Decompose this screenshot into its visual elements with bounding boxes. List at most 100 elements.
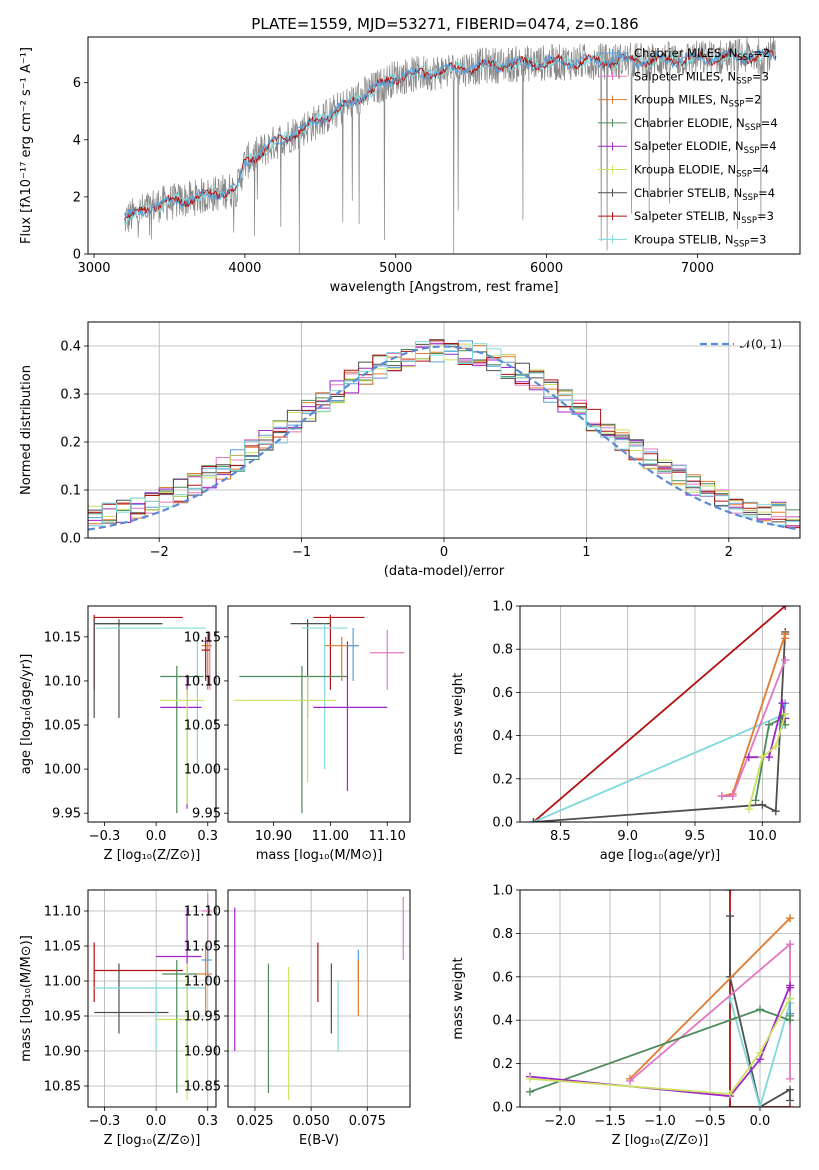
y-tick-label: 0.2: [492, 772, 513, 787]
y-tick-label: 10.00: [184, 763, 221, 778]
x-tick-label: −2: [150, 545, 169, 560]
legend-entry: Chabrier STELIB, NSSP=4: [634, 186, 775, 203]
legend-entry: Kroupa STELIB, NSSP=3: [634, 232, 766, 249]
x-tick-label: 0.3: [197, 829, 218, 844]
x-tick-label: 0.3: [197, 1114, 218, 1129]
y-tick-label: 10.10: [184, 674, 221, 689]
weight-marker: [786, 1011, 794, 1020]
weight-marker: [728, 792, 737, 801]
weight-marker: [786, 1074, 794, 1083]
errorbar-point: [160, 689, 204, 805]
axes-frame: [87, 889, 217, 1108]
weight-marker: [626, 1076, 634, 1085]
x-tick-label: 0.0: [750, 1114, 771, 1129]
y-tick-label: 11.00: [184, 975, 221, 990]
y-axis-label: age [log₁₀(age/yr)]: [19, 654, 34, 775]
weight-marker: [781, 656, 790, 664]
y-tick-label: 0.6: [492, 970, 513, 985]
grid-mass-vs-ebv: [228, 890, 410, 1107]
x-axis-label: (data-model)/error: [384, 564, 505, 579]
weight-marker: [771, 807, 780, 816]
axes-frame: [227, 605, 411, 823]
y-tick-label: 10.15: [184, 630, 221, 645]
y-tick-label: 10.90: [184, 1045, 221, 1060]
x-tick-label: 5000: [379, 261, 412, 276]
y-tick-label: 4: [73, 133, 81, 148]
weight-marker: [778, 699, 787, 708]
errorbar-point: [313, 614, 365, 690]
y-axis-label: mass [log₁₀(M/M⊙)]: [19, 935, 34, 1062]
y-tick-label: 1.0: [492, 884, 513, 899]
weight-marker: [726, 912, 734, 921]
weight-marker: [726, 890, 734, 894]
legend-entry: Kroupa MILES, NSSP=2: [634, 93, 761, 110]
y-tick-label: 9.95: [192, 807, 221, 822]
weight-marker: [717, 792, 726, 801]
y-tick-label: 0.0: [60, 532, 81, 547]
errorbar-point: [233, 676, 337, 783]
axes-age-vs-mass: 10.90 11.00 11.10 9.95 10.00 10.05 10.10 10.15 m…: [184, 605, 411, 863]
x-tick-label: 10.0: [748, 829, 777, 844]
weight-series-line: [532, 606, 786, 822]
x-axis-label: Z [log₁₀(Z/Z⊙)]: [104, 1133, 201, 1148]
x-tick-label: 9.5: [685, 829, 706, 844]
x-axis-label: mass [log₁₀(M/M⊙)]: [256, 848, 383, 863]
x-tick-label: 0.075: [349, 1114, 386, 1129]
axes-mass-vs-ebv: 0.025 0.050 0.075 10.85 10.90 10.95 11.00 11.05…: [184, 889, 411, 1148]
y-tick-label: 0: [73, 248, 81, 263]
grid-weight-vs-Z: [520, 889, 800, 1108]
y-tick-label: 0.8: [492, 643, 513, 658]
weight-marker: [756, 1005, 764, 1014]
x-tick-label: −2.0: [544, 1114, 576, 1129]
axes-frame: [87, 36, 801, 255]
x-tick-label: 0.0: [146, 829, 167, 844]
weight-series-line: [721, 633, 787, 797]
y-tick-label: 0.1: [60, 484, 81, 499]
weight-marker: [758, 800, 767, 809]
axes-frame: [519, 605, 801, 823]
y-tick-label: 0.3: [60, 388, 81, 403]
weight-marker: [771, 742, 780, 751]
axes-frame: [227, 889, 411, 1108]
errorbar-point: [160, 665, 204, 814]
errorbar-point: [94, 619, 163, 718]
errorbar-point: [96, 627, 206, 770]
weight-series-line: [747, 713, 787, 810]
x-tick-label: 2: [725, 545, 733, 560]
weight-series-line: [529, 998, 791, 1095]
errorbar-point: [93, 619, 163, 718]
weight-marker: [786, 914, 794, 923]
errorbar-point: [93, 614, 183, 690]
plot-area-weight-vs-Z: [526, 890, 794, 1107]
legend-entry: Chabrier MILES, NSSP=2: [634, 46, 770, 63]
weight-marker: [786, 1096, 794, 1105]
y-tick-label: 6: [73, 76, 81, 91]
y-axis-label: Normed distribution: [19, 365, 34, 495]
weight-marker: [786, 983, 794, 992]
errorbar-point: [301, 623, 348, 770]
y-tick-label: 10.10: [44, 674, 81, 689]
y-tick-label: 0.4: [492, 729, 513, 744]
y-tick-label: 10.95: [184, 1010, 221, 1025]
errorbar-point: [239, 665, 348, 814]
y-tick-label: 10.85: [184, 1080, 221, 1095]
axes-frame: [87, 605, 217, 823]
plot-area-residuals: [88, 339, 800, 531]
x-tick-label: −1: [292, 545, 311, 560]
weight-marker: [526, 1087, 534, 1096]
x-axis-label: Z [log₁₀(Z/Z⊙)]: [104, 848, 201, 863]
x-axis-label: wavelength [Angstrom, rest frame]: [330, 280, 559, 295]
plot-area-mass-vs-ebv: [234, 897, 404, 1100]
x-axis-label: Z [log₁₀(Z/Z⊙)]: [612, 1133, 709, 1148]
errorbar-point: [201, 636, 210, 681]
weight-marker: [751, 796, 760, 805]
legend-normal-label: 𝒩(0, 1): [740, 337, 782, 351]
errorbar-point: [162, 960, 198, 1093]
y-tick-label: 1.0: [492, 600, 513, 615]
y-tick-label: 10.95: [44, 1010, 81, 1025]
x-axis-label: E(B-V): [299, 1133, 339, 1148]
weight-marker: [786, 940, 794, 949]
axes-frame: [519, 889, 801, 1108]
weight-marker: [726, 1089, 734, 1098]
